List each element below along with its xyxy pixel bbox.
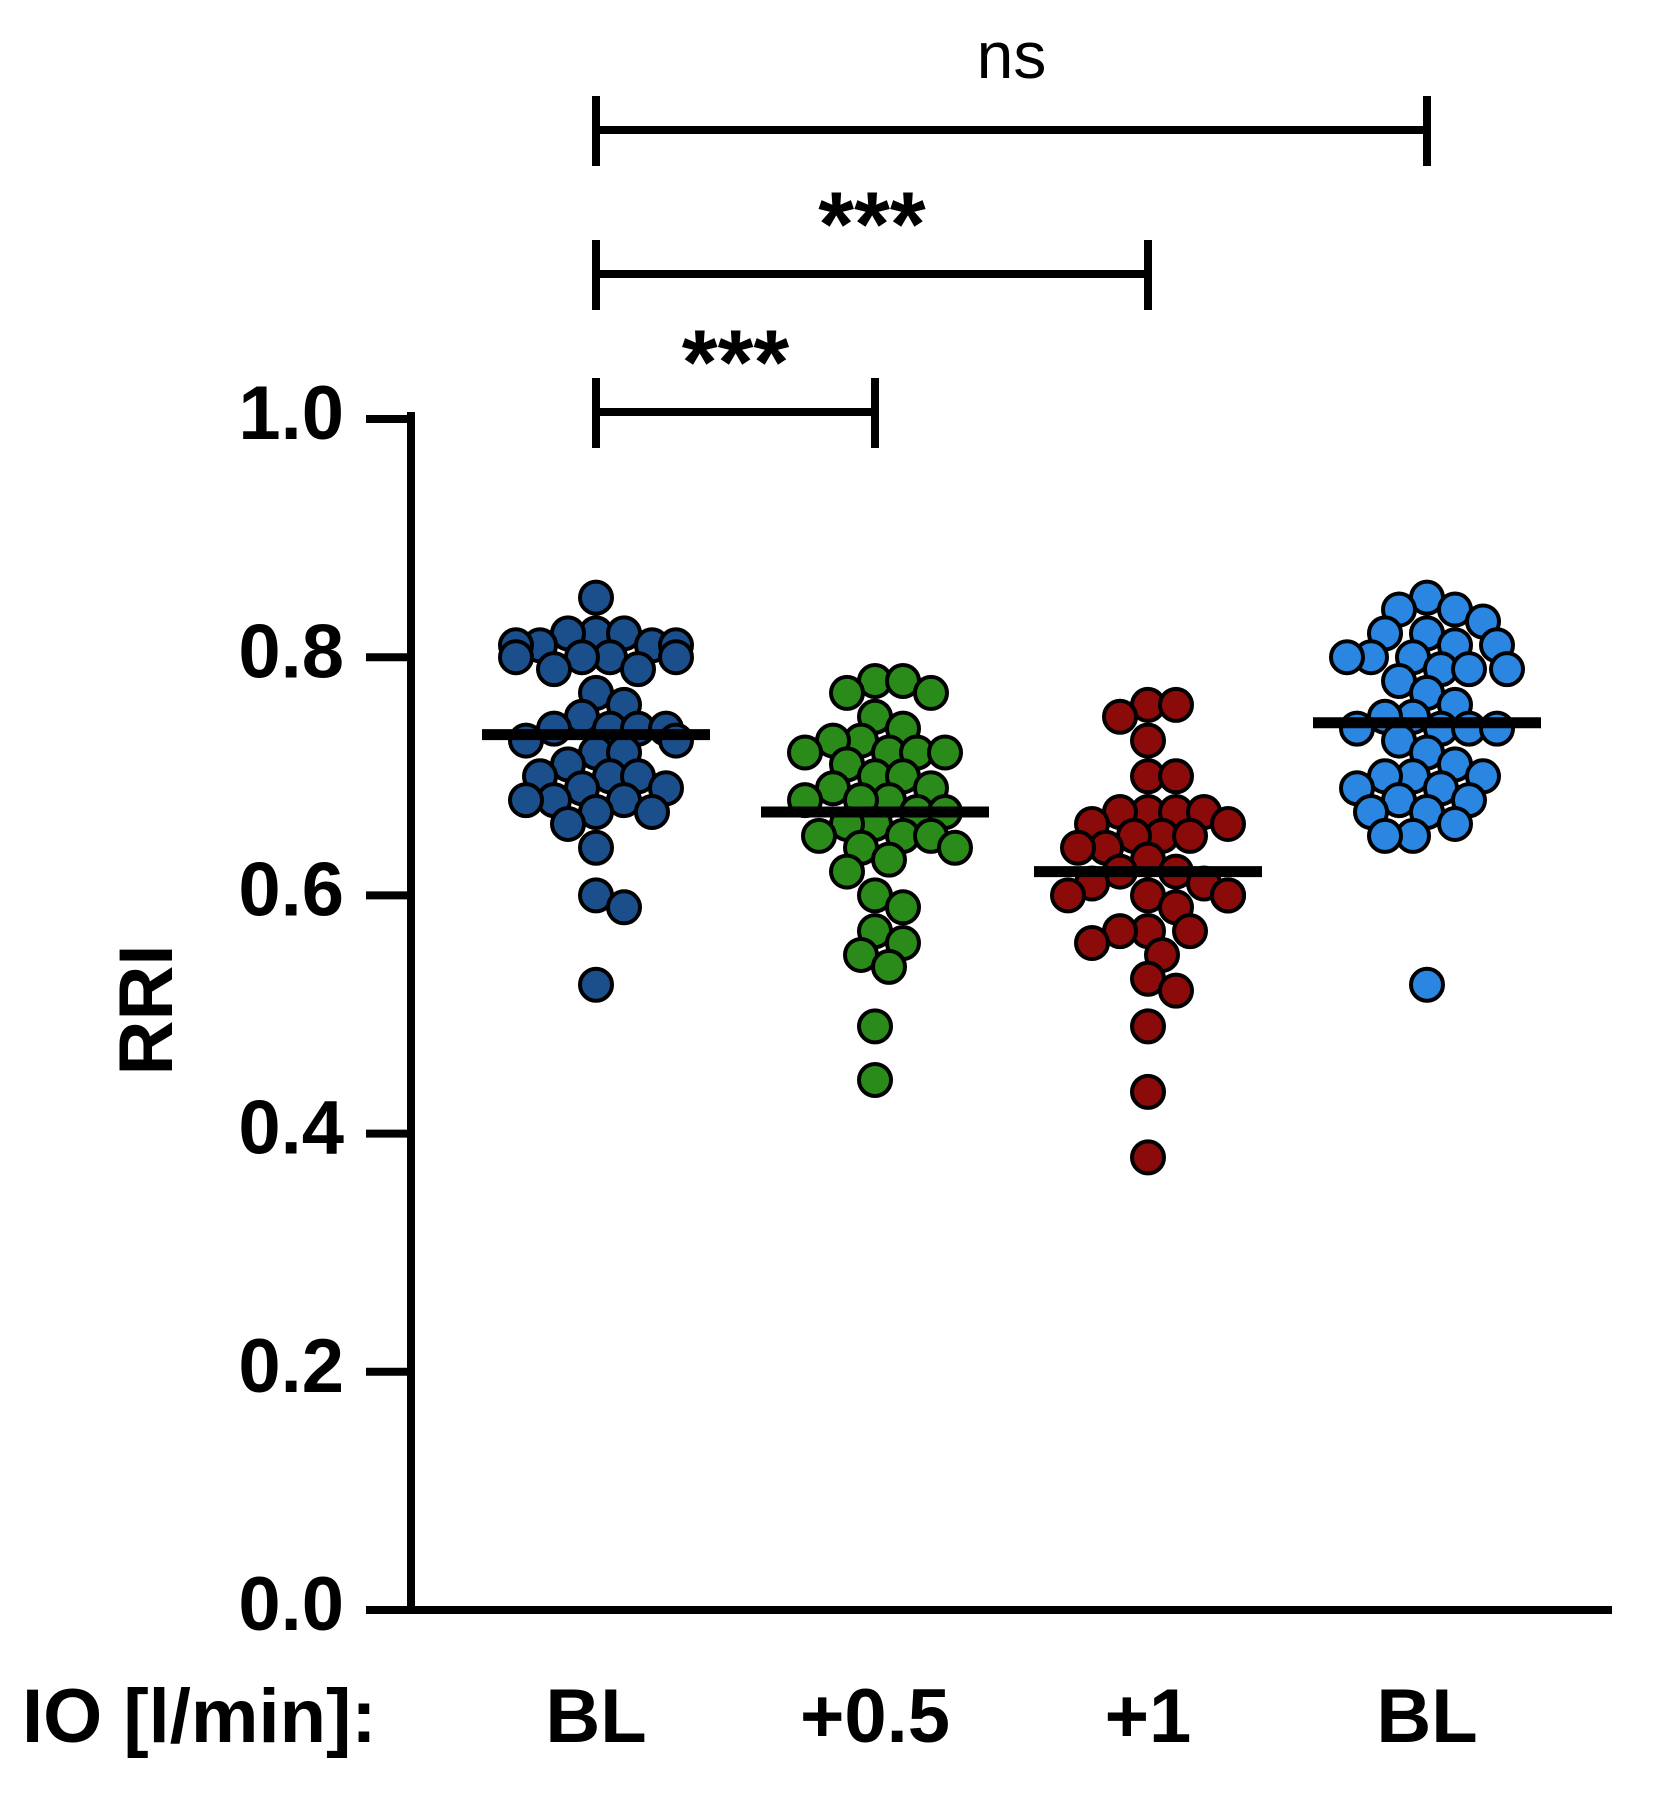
y-tick-label: 0.6 — [238, 847, 344, 932]
data-point — [1130, 722, 1166, 759]
data-point — [1060, 829, 1096, 866]
y-axis-title: RRI — [104, 945, 189, 1076]
data-point — [1172, 913, 1208, 950]
data-point — [1130, 1008, 1166, 1045]
data-point — [658, 639, 694, 676]
data-point — [1102, 698, 1138, 735]
data-point — [1158, 686, 1194, 723]
data-point — [1329, 639, 1365, 676]
data-point — [1050, 877, 1086, 914]
data-point — [1158, 758, 1194, 795]
data-point — [871, 841, 907, 878]
data-point — [829, 853, 865, 890]
data-point — [937, 829, 973, 866]
data-point — [1451, 651, 1487, 688]
y-axis: 0.0 0.2 0.4 0.6 0.8 1.0 — [238, 371, 415, 1647]
data-point — [871, 948, 907, 985]
data-point — [606, 889, 642, 926]
y-tick-label: 0.0 — [238, 1562, 344, 1647]
data-point — [927, 734, 963, 771]
mean-lines — [482, 717, 1541, 878]
data-point — [578, 579, 614, 616]
data-point — [857, 1008, 893, 1045]
y-tick-label: 0.4 — [238, 1086, 344, 1171]
significance-brackets: *** *** ns — [592, 18, 1431, 448]
y-tick-label: 0.8 — [238, 609, 344, 694]
data-point — [1409, 966, 1445, 1003]
data-point — [508, 782, 544, 819]
significance-label: ns — [977, 18, 1047, 92]
data-point — [536, 651, 572, 688]
data-point — [1130, 1073, 1166, 1110]
data-point — [578, 966, 614, 1003]
data-point — [578, 829, 614, 866]
data-point — [550, 805, 586, 842]
data-point — [1437, 805, 1473, 842]
data-point — [1489, 651, 1525, 688]
data-point — [885, 889, 921, 926]
data-point — [1130, 1139, 1166, 1176]
y-tick-label: 1.0 — [238, 371, 344, 456]
x-category-label: +1 — [1105, 1674, 1192, 1759]
data-point — [498, 639, 534, 676]
significance-label: *** — [682, 312, 790, 414]
data-point — [620, 651, 656, 688]
data-point — [1074, 925, 1110, 962]
x-group-title: IO [l/min]: — [22, 1674, 377, 1759]
data-point — [634, 794, 670, 831]
category-labels: BL +0.5 +1 BL — [545, 1674, 1477, 1759]
data-point — [1367, 817, 1403, 854]
data-point — [1172, 817, 1208, 854]
data-point — [787, 734, 823, 771]
data-point — [801, 817, 837, 854]
x-category-label: BL — [545, 1674, 646, 1759]
x-category-label: BL — [1376, 1674, 1477, 1759]
data-point — [829, 674, 865, 711]
data-point — [1210, 805, 1246, 842]
data-points — [498, 579, 1525, 1176]
data-point — [1210, 877, 1246, 914]
data-point — [913, 674, 949, 711]
data-point — [1158, 972, 1194, 1009]
y-tick-label: 0.2 — [238, 1324, 344, 1409]
data-point — [857, 1062, 893, 1099]
x-category-label: +0.5 — [800, 1674, 950, 1759]
significance-label: *** — [818, 174, 926, 276]
